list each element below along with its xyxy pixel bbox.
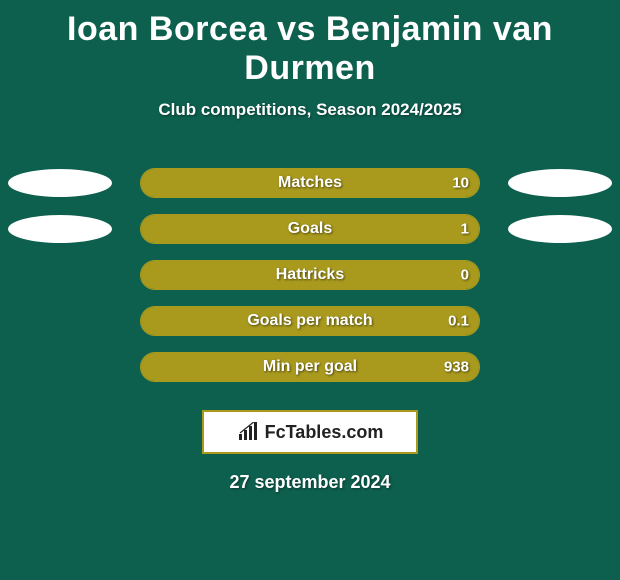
left-ellipse: [8, 215, 112, 243]
left-ellipse: [8, 169, 112, 197]
stat-row: Hattricks0: [0, 252, 620, 298]
stat-bar: Hattricks0: [140, 260, 480, 290]
stat-bar: Goals1: [140, 214, 480, 244]
stat-row: Goals1: [0, 206, 620, 252]
stat-row: Goals per match0.1: [0, 298, 620, 344]
bar-chart-icon: [237, 422, 261, 442]
right-ellipse: [508, 169, 612, 197]
stat-bar-fill: [141, 261, 479, 289]
stat-bar-fill: [141, 353, 479, 381]
stat-row: Min per goal938: [0, 344, 620, 390]
stat-row: Matches10: [0, 160, 620, 206]
stat-bar: Goals per match0.1: [140, 306, 480, 336]
stat-bar: Min per goal938: [140, 352, 480, 382]
date-line: 27 september 2024: [0, 472, 620, 493]
stat-bar-fill: [141, 307, 479, 335]
brand-text: FcTables.com: [265, 422, 384, 443]
stat-bar: Matches10: [140, 168, 480, 198]
stat-bar-fill: [141, 215, 479, 243]
stats-chart: Matches10 Goals1 Hattricks0 Goals per match…: [0, 160, 620, 390]
subtitle: Club competitions, Season 2024/2025: [0, 100, 620, 120]
brand-box[interactable]: FcTables.com: [202, 410, 418, 454]
right-ellipse: [508, 215, 612, 243]
stat-bar-fill: [141, 169, 479, 197]
page-title: Ioan Borcea vs Benjamin van Durmen: [0, 0, 620, 88]
comparison-card: Ioan Borcea vs Benjamin van Durmen Club …: [0, 0, 620, 580]
